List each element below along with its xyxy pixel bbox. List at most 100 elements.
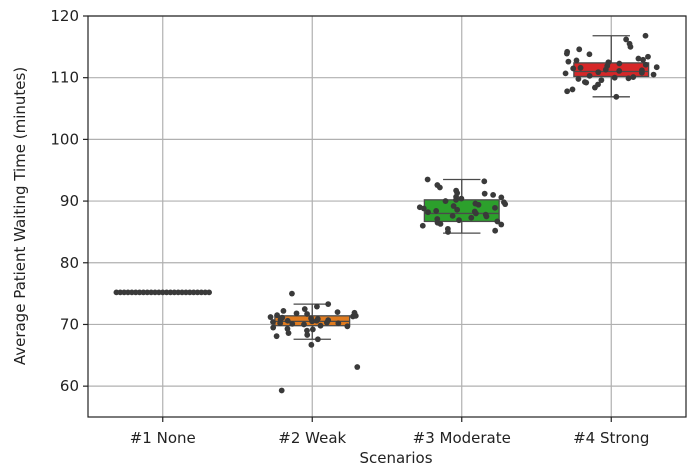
data-point [344,323,351,330]
data-point [650,71,657,78]
data-point [274,312,280,319]
data-point [304,327,310,334]
data-point [564,88,571,95]
data-point [569,86,576,93]
data-point [562,70,569,77]
data-point [565,58,572,65]
data-point [434,216,441,222]
data-point [481,178,488,185]
data-point [586,72,593,79]
data-point [270,324,277,331]
data-point [433,208,440,214]
data-point [642,32,649,39]
data-point [416,204,423,211]
data-point [623,36,630,43]
data-point [304,311,310,317]
data-point [645,53,651,60]
data-point [278,387,285,394]
y-tick-label: 70 [60,315,79,333]
y-tick-label: 120 [50,7,79,25]
data-point [483,213,490,220]
data-point [280,307,287,314]
data-point [453,187,460,194]
data-point [616,68,623,74]
data-point [308,315,314,322]
data-point [635,55,642,62]
data-point [498,221,505,228]
data-point [611,74,618,81]
data-point [577,64,584,71]
data-point [351,309,358,316]
data-point [335,320,342,327]
data-point [468,214,475,221]
x-axis-label: Scenarios [359,449,432,467]
data-point [613,93,620,100]
data-point [314,336,321,343]
data-point [301,306,308,312]
y-axis: 60 70 80 90 100 110 120 [50,7,88,395]
data-point [419,222,426,229]
y-tick-label: 100 [50,130,79,148]
data-point [456,217,462,224]
data-point [454,206,461,213]
y-tick-label: 90 [60,192,79,210]
data-point [490,192,497,198]
data-point [293,310,300,317]
x-tick-label: #4 Strong [573,429,649,447]
y-axis-label: Average Patient Waiting Time (minutes) [11,67,29,365]
data-point [284,325,291,332]
data-point [576,46,583,53]
data-point [309,326,316,333]
data-point [605,59,612,66]
x-tick-label: #3 Moderate [413,429,511,447]
data-point [625,75,632,82]
data-point [481,190,488,197]
box-group [423,178,500,234]
data-point [442,198,449,204]
data-point [642,61,649,68]
data-point [586,51,593,58]
data-point [472,200,479,207]
y-tick-label: 60 [60,377,79,395]
data-point [434,182,441,188]
data-point [598,77,605,84]
data-point [639,67,645,74]
data-point [570,65,577,72]
data-point [450,203,457,209]
data-point [279,314,286,321]
data-point [325,301,332,308]
data-point [267,314,274,320]
data-point [317,322,324,329]
data-point [444,225,451,232]
box-group [573,35,650,98]
data-point [616,60,623,67]
data-point [304,332,311,338]
data-point [284,317,291,324]
data-point [492,204,498,211]
data-point [575,76,582,82]
data-point [640,56,646,63]
data-point [563,50,570,57]
data-point [313,317,320,324]
data-point [424,176,431,183]
data-point [273,333,280,340]
data-point [471,208,478,215]
data-point [270,319,276,325]
box-iqr [573,62,650,78]
data-point [289,320,296,327]
y-tick-label: 80 [60,254,79,272]
data-point [458,195,465,202]
data-point [277,320,284,327]
data-point [325,317,332,324]
data-point [498,194,505,201]
data-point [301,321,307,328]
data-point [354,364,361,370]
x-tick-label: #2 Weak [278,429,346,447]
x-axis: #1 None #2 Weak #3 Moderate #4 Strong [130,417,649,447]
data-point [492,227,499,234]
jitter-points [113,32,660,394]
data-point [289,290,295,297]
data-point [334,309,341,316]
data-point [308,341,315,348]
